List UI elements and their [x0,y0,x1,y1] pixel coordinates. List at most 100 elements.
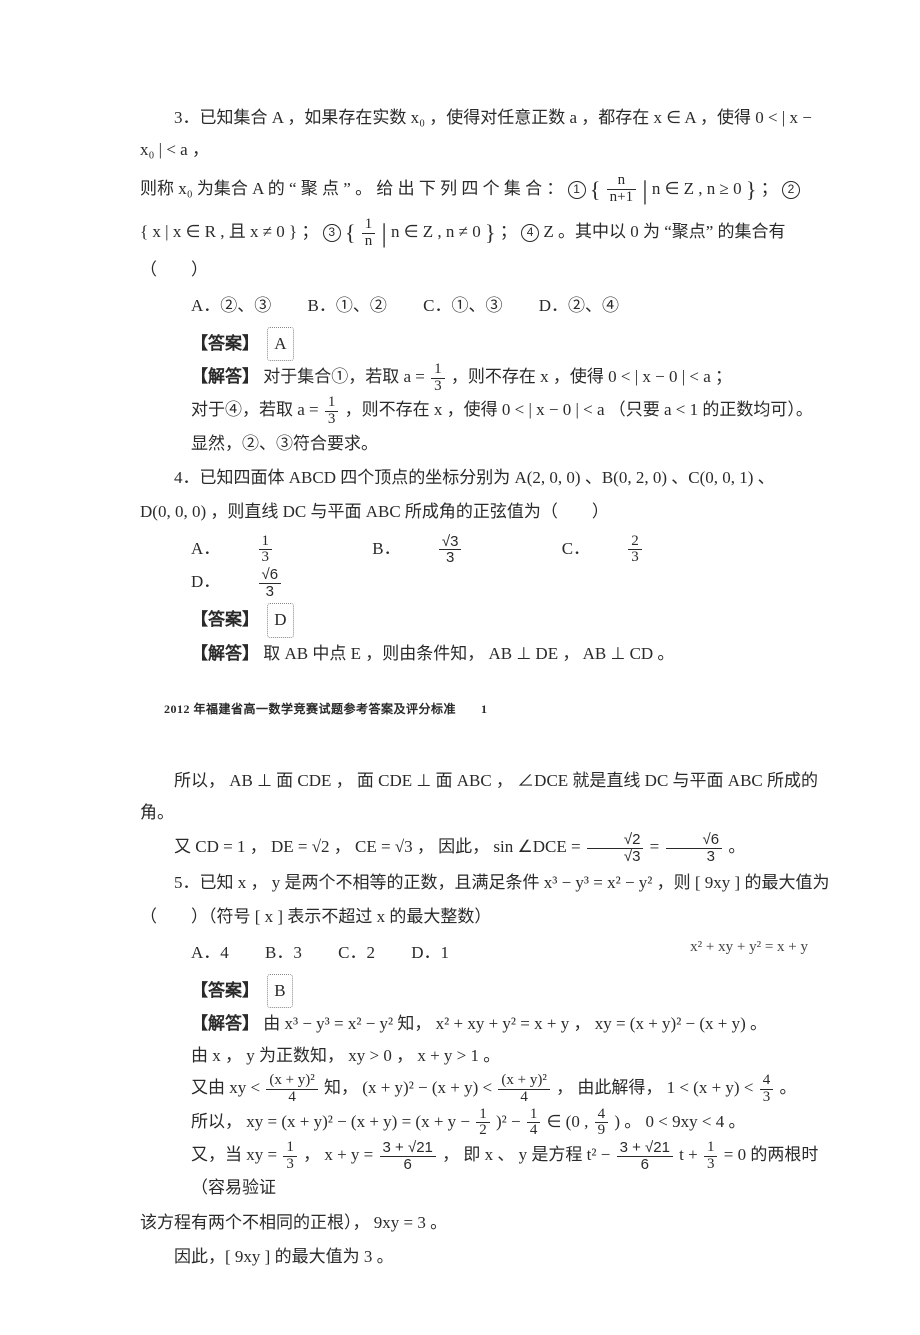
q3-optC: C．①、③ [423,290,502,322]
q4-sol2: 所以， AB ⊥ 面 CDE ， 面 CDE ⊥ 面 ABC ， ∠DCE 就是… [140,765,830,830]
frac: 3 + √21 6 [617,1140,673,1173]
sol-label: 【解答】 [191,644,259,663]
txt: 取 AB 中点 E ，则由条件知， AB ⊥ DE ， AB ⊥ CD 。 [263,644,674,663]
q4-sol1: 【解答】 取 AB 中点 E ，则由条件知， AB ⊥ DE ， AB ⊥ CD… [191,638,830,670]
n: √6 [666,832,723,849]
q5-line1: 5．已知 x ， y 是两个不相等的正数，且满足条件 x³ − y³ = x² … [140,867,830,899]
q3-optB: B．①、② [308,290,387,322]
txt: ， x + y = [303,1145,377,1164]
n: 1 [431,362,445,379]
sep: ； [761,179,782,198]
frac-den: n+1 [607,190,636,206]
n: 4 [595,1107,609,1124]
frac: 4 3 [760,1073,774,1106]
frac: √6 3 [259,567,314,600]
txt: ，则不存在 x ，使得 0 < | x − 0 | < a ； [451,367,732,386]
answer-label: 【答案】 [191,334,259,353]
d: 3 [259,550,273,566]
q5-sol7: 因此，[ 9xy ] 的最大值为 3 。 [140,1241,830,1273]
answer-value-box: B [267,974,292,1008]
circled-4-icon: 4 [521,224,539,242]
frac: (x + y)² 4 [498,1073,549,1106]
q3-line2-a: 则称 x₀ 为集合 A 的 “ 聚 点 ” 。 给 出 下 列 四 个 集 合 … [140,179,568,198]
txt: 又，当 xy = [191,1145,281,1164]
txt: )² − [496,1112,525,1131]
txt: ∈ (0 , [547,1112,593,1131]
n: 1 [527,1107,541,1124]
q4-optD: D． √6 3 [191,566,345,599]
answer-label: 【答案】 [191,981,259,1000]
d: 3 [704,1157,718,1173]
q5-sol5: 又，当 xy = 1 3 ， x + y = 3 + √21 6 ， 即 x 、… [191,1139,830,1205]
q3-sol1: 【解答】 对于集合①，若取 a = 1 3 ，则不存在 x ，使得 0 < | … [191,361,830,394]
n: 1 [325,395,339,412]
n: 1 [259,534,273,551]
sol-label: 【解答】 [191,1014,259,1033]
txt: ) 。 0 < 9xy < 4 。 [614,1112,745,1131]
frac: 4 9 [595,1107,609,1140]
q5-sol6: 该方程有两个不相同的正根）， 9xy = 3 。 [140,1207,830,1239]
q5-optA: A．4 [191,937,229,969]
q5-optB: B．3 [265,937,302,969]
frac: 1 3 [704,1140,718,1173]
n: 1 [704,1140,718,1157]
q3-answer: 【答案】 A [191,327,830,361]
q3-set3-cond: n ∈ Z , n ≠ 0 [391,222,485,241]
sol-label: 【解答】 [191,367,259,386]
frac: √3 3 [439,534,494,567]
d: 6 [617,1157,673,1173]
n: 1 [283,1140,297,1157]
frac: √2 √3 [587,832,644,865]
q4-sol3: 又 CD = 1 ， DE = √2 ， CE = √3 ， 因此， sin ∠… [140,831,830,864]
brace-open: { [590,177,601,202]
brace-open: { [345,220,356,245]
q5-optD: D．1 [411,937,449,969]
q5-optC: C．2 [338,937,375,969]
q5-sol4: 所以， xy = (x + y)² − (x + y) = (x + y − 1… [191,1106,830,1139]
q5-answer: 【答案】 B [191,974,830,1008]
txt: ， 即 x 、 y 是方程 t² − [442,1145,614,1164]
txt: ，则不存在 x ，使得 0 < | x − 0 | < a （只要 a < 1 … [345,400,813,419]
frac: 1 4 [527,1107,541,1140]
answer-value-box: A [267,327,293,361]
txt: 对于④，若取 a = [191,400,323,419]
q3-line3: { x | x ∈ R , 且 x ≠ 0 } ； 3 { 1 n | n ∈ … [140,212,830,286]
q4-optC: C． 2 3 [562,533,706,566]
txt: ， 由此解得， 1 < (x + y) < [556,1078,758,1097]
lead: D． [191,566,220,598]
n: 2 [628,534,642,551]
n: √3 [439,534,462,551]
q5-sol2: 由 x ， y 为正数知， xy > 0 ， x + y > 1 。 [191,1040,830,1072]
q3-set3-frac: 1 n [362,217,376,250]
txt: 知， (x + y)² − (x + y) < [324,1078,496,1097]
frac: 2 3 [628,534,674,567]
q3-set2: { x | x ∈ R , 且 x ≠ 0 } ； [140,222,323,241]
d: 3 [439,550,462,566]
q4-answer: 【答案】 D [191,603,830,637]
d: 9 [595,1123,609,1139]
n: 3 + √21 [380,1140,436,1157]
frac: 1 3 [325,395,339,428]
n: √6 [259,567,282,584]
d: 3 [259,584,282,600]
q4-choices: A． 1 3 B． √3 3 C． 2 3 D． √6 3 [191,533,830,600]
n: √2 [587,832,644,849]
circled-3-icon: 3 [323,224,341,242]
txt: 所以， xy = (x + y)² − (x + y) = (x + y − [191,1112,474,1131]
q3-choices: A．②、③ B．①、② C．①、③ D．②、④ [191,290,830,322]
txt: = [650,837,664,856]
d: 4 [498,1090,549,1106]
frac: 1 2 [476,1107,490,1140]
q3-optD: D．②、④ [539,290,619,322]
q3-sol2: 对于④，若取 a = 1 3 ，则不存在 x ，使得 0 < | x − 0 |… [191,394,830,427]
d: 3 [283,1157,297,1173]
handwritten-note: x² + xy + y² = x + y [690,933,808,962]
set-bar-icon: | [382,224,387,245]
d: 4 [266,1090,317,1106]
frac: 1 3 [259,534,305,567]
txt: 对于集合①，若取 a = [263,367,429,386]
frac-num: n [607,173,636,190]
d: 3 [760,1090,774,1106]
frac: √6 3 [666,832,723,865]
txt: 。 [728,837,745,856]
